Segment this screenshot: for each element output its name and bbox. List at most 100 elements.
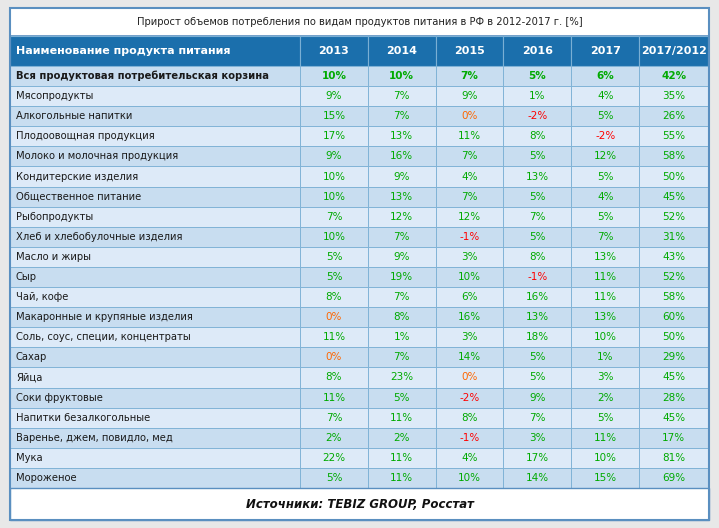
Bar — [300, 347, 368, 367]
Bar — [503, 106, 572, 126]
Text: Общественное питание: Общественное питание — [16, 192, 141, 202]
Bar — [572, 347, 639, 367]
Text: 29%: 29% — [662, 352, 685, 362]
Bar — [503, 428, 572, 448]
Bar — [368, 468, 436, 488]
Bar — [436, 307, 503, 327]
Text: 16%: 16% — [390, 152, 413, 162]
Bar — [639, 86, 708, 106]
Text: 15%: 15% — [594, 473, 617, 483]
Bar — [300, 388, 368, 408]
Bar — [300, 408, 368, 428]
Bar — [572, 247, 639, 267]
Text: 9%: 9% — [326, 91, 342, 101]
Bar — [503, 388, 572, 408]
Text: 7%: 7% — [529, 212, 546, 222]
Text: 5%: 5% — [529, 372, 546, 382]
Text: 14%: 14% — [458, 352, 481, 362]
Text: 8%: 8% — [462, 413, 478, 423]
Text: 26%: 26% — [662, 111, 685, 121]
Bar — [300, 66, 368, 86]
Text: 11%: 11% — [390, 453, 413, 463]
Bar — [10, 388, 300, 408]
Bar — [436, 267, 503, 287]
Bar — [10, 8, 709, 36]
Text: 1%: 1% — [393, 332, 410, 342]
Text: Наименование продукта питания: Наименование продукта питания — [16, 46, 231, 56]
Text: Сахар: Сахар — [16, 352, 47, 362]
Text: Прирост объемов потребления по видам продуктов питания в РФ в 2012-2017 г. [%]: Прирост объемов потребления по видам про… — [137, 17, 582, 27]
Bar — [10, 367, 300, 388]
Text: 3%: 3% — [597, 372, 613, 382]
Text: 69%: 69% — [662, 473, 685, 483]
Text: 19%: 19% — [390, 272, 413, 282]
Text: Мука: Мука — [16, 453, 42, 463]
Text: Макаронные и крупяные изделия: Макаронные и крупяные изделия — [16, 312, 193, 322]
Text: 7%: 7% — [393, 91, 410, 101]
Text: Варенье, джем, повидло, мед: Варенье, джем, повидло, мед — [16, 433, 173, 443]
Text: Источники: TEBIZ GROUP, Росстат: Источники: TEBIZ GROUP, Росстат — [246, 497, 473, 511]
Bar — [300, 267, 368, 287]
Text: 50%: 50% — [662, 332, 685, 342]
Bar — [503, 367, 572, 388]
Bar — [436, 408, 503, 428]
Text: 7%: 7% — [326, 212, 342, 222]
Text: 7%: 7% — [393, 292, 410, 302]
Bar — [572, 106, 639, 126]
Text: 13%: 13% — [594, 312, 617, 322]
Text: 10%: 10% — [321, 71, 347, 81]
Text: 52%: 52% — [662, 212, 685, 222]
Bar — [10, 126, 300, 146]
Bar — [572, 267, 639, 287]
Text: 10%: 10% — [458, 473, 481, 483]
Text: Мясопродукты: Мясопродукты — [16, 91, 93, 101]
Text: 2%: 2% — [393, 433, 410, 443]
Bar — [639, 126, 708, 146]
Bar — [300, 186, 368, 206]
Bar — [436, 166, 503, 186]
Bar — [572, 408, 639, 428]
Bar — [503, 166, 572, 186]
Text: 3%: 3% — [462, 332, 478, 342]
Bar — [436, 327, 503, 347]
Bar — [639, 66, 708, 86]
Text: 7%: 7% — [393, 111, 410, 121]
Bar — [300, 428, 368, 448]
Bar — [503, 36, 572, 66]
Bar — [300, 36, 368, 66]
Text: 45%: 45% — [662, 192, 685, 202]
Text: 43%: 43% — [662, 252, 685, 262]
Bar — [368, 367, 436, 388]
Bar — [436, 186, 503, 206]
Bar — [639, 267, 708, 287]
Text: 13%: 13% — [526, 312, 549, 322]
Text: -1%: -1% — [459, 433, 480, 443]
Bar — [368, 428, 436, 448]
Bar — [300, 106, 368, 126]
Bar — [639, 106, 708, 126]
Text: 10%: 10% — [323, 232, 346, 242]
Text: 11%: 11% — [458, 131, 481, 142]
Bar — [300, 86, 368, 106]
Text: 17%: 17% — [322, 131, 346, 142]
Text: 11%: 11% — [322, 332, 346, 342]
Text: 5%: 5% — [597, 172, 613, 182]
Text: 5%: 5% — [528, 71, 546, 81]
Bar — [300, 327, 368, 347]
Bar — [503, 247, 572, 267]
Bar — [639, 247, 708, 267]
Bar — [10, 166, 300, 186]
Bar — [639, 327, 708, 347]
Text: 5%: 5% — [529, 232, 546, 242]
Bar — [300, 227, 368, 247]
Bar — [10, 488, 709, 520]
Bar — [10, 428, 300, 448]
Text: 5%: 5% — [393, 393, 410, 402]
Text: 28%: 28% — [662, 393, 685, 402]
Bar — [572, 287, 639, 307]
Text: 13%: 13% — [390, 192, 413, 202]
Text: 13%: 13% — [526, 172, 549, 182]
Text: 1%: 1% — [529, 91, 546, 101]
Text: 4%: 4% — [597, 192, 613, 202]
Bar — [368, 66, 436, 86]
